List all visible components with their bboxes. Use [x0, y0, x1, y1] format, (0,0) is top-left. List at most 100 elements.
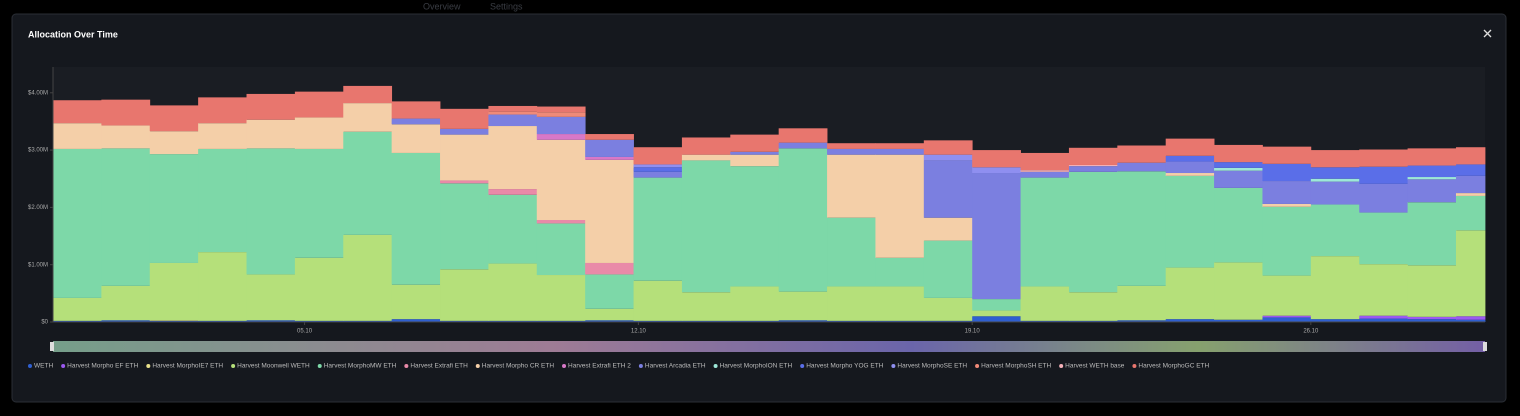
- legend-swatch: [61, 364, 66, 368]
- nav-tab[interactable]: Overview: [423, 1, 461, 11]
- area-segment: [149, 154, 199, 263]
- legend-label[interactable]: Harvest Morpho CR ETH: [482, 363, 555, 370]
- legend-label[interactable]: Harvest Extrafi ETH: [410, 363, 468, 370]
- area-segment: [633, 171, 683, 178]
- area-segment: [730, 320, 780, 322]
- area-segment: [488, 263, 538, 321]
- area-segment: [488, 126, 538, 190]
- legend-swatch: [713, 364, 718, 368]
- area-segment: [391, 152, 441, 285]
- legend-label[interactable]: Harvest MorphoSH ETH: [981, 363, 1051, 370]
- legend-swatch: [317, 364, 322, 368]
- legend-label[interactable]: Harvest MorphoSE ETH: [897, 363, 967, 370]
- area-segment: [1214, 167, 1263, 171]
- area-segment: [972, 316, 1021, 322]
- area-segment: [1117, 285, 1167, 321]
- area-segment: [198, 252, 247, 321]
- legend: WETH Harvest Morpho EF ETH Harvest MorphoI…: [28, 363, 1210, 370]
- navigator[interactable]: [53, 341, 1485, 352]
- area-segment: [923, 240, 973, 298]
- chart-title: Allocation Over Time: [28, 29, 118, 39]
- area-segment: [1310, 319, 1360, 322]
- area-segment: [778, 142, 828, 149]
- legend-label[interactable]: Harvest Morpho YOG ETH: [806, 363, 883, 370]
- area-segment: [972, 299, 1021, 311]
- area-segment: [1262, 315, 1312, 318]
- area-segment: [827, 154, 876, 218]
- x-tick-label: 19.10: [965, 329, 981, 335]
- x-tick-label: 05.10: [297, 329, 313, 335]
- area-segment: [1117, 162, 1167, 172]
- area-segment: [488, 189, 538, 195]
- nav-tab[interactable]: Settings: [490, 1, 523, 11]
- area-segment: [778, 128, 828, 143]
- area-segment: [1165, 267, 1215, 320]
- area-segment: [343, 85, 393, 104]
- legend-label[interactable]: Harvest Moonwell WETH: [237, 363, 310, 370]
- area-segment: [1020, 152, 1070, 171]
- x-tick-label: 26.10: [1303, 329, 1319, 335]
- area-segment: [294, 117, 344, 149]
- area-segment: [730, 154, 780, 167]
- legend-label[interactable]: Harvest Extrafi ETH 2: [568, 363, 631, 370]
- legend-label[interactable]: Harvest WETH base: [1065, 363, 1125, 370]
- y-tick-label: $0: [41, 320, 48, 326]
- legend-swatch: [1132, 364, 1137, 368]
- area-segment: [875, 320, 925, 322]
- area-segment: [633, 167, 683, 172]
- area-segment: [1359, 212, 1408, 265]
- area-segment: [294, 148, 344, 258]
- area-segment: [53, 297, 102, 321]
- area-segment: [53, 100, 102, 124]
- legend-swatch: [146, 364, 151, 368]
- legend-label[interactable]: Harvest MorphoIE7 ETH: [152, 363, 223, 370]
- navigator-handle[interactable]: [50, 342, 54, 351]
- plot: $0 $1.00M $2.00M $3.00M $4.00M 05.10 12.10 19.1…: [28, 67, 1486, 335]
- area-segment: [1262, 275, 1312, 316]
- area-segment: [585, 308, 634, 321]
- area-segment: [633, 280, 683, 321]
- area-segment: [391, 118, 441, 125]
- legend-label[interactable]: WETH: [34, 363, 53, 370]
- area-segment: [101, 285, 151, 321]
- area-segment: [1310, 167, 1360, 179]
- legend-label[interactable]: Harvest Arcadia ETH: [645, 363, 706, 370]
- legend-label[interactable]: Harvest Morpho EF ETH: [67, 363, 138, 370]
- area-segment: [1214, 319, 1263, 322]
- y-tick-label: $2.00M: [28, 205, 48, 211]
- area-segment: [1310, 204, 1360, 257]
- area-segment: [1455, 316, 1486, 320]
- area-segment: [488, 194, 538, 264]
- legend-label[interactable]: Harvest MorphoION ETH: [720, 363, 793, 370]
- area-segment: [343, 131, 393, 235]
- y-tick-label: $3.00M: [28, 148, 48, 154]
- area-segment: [633, 320, 683, 322]
- legend-swatch: [1059, 364, 1064, 368]
- area-segment: [1310, 178, 1360, 182]
- area-segment: [1165, 155, 1215, 162]
- area-segment: [1068, 320, 1118, 322]
- navigator-handle[interactable]: [1483, 342, 1487, 351]
- area-segment: [488, 114, 538, 127]
- area-segment: [633, 164, 683, 168]
- area-segment: [1359, 318, 1408, 322]
- legend-swatch: [404, 364, 409, 368]
- area-segment: [633, 147, 683, 165]
- area-segment: [1020, 286, 1070, 321]
- area-segment: [391, 101, 441, 119]
- area-segment: [778, 291, 828, 321]
- x-tick-label: 12.10: [631, 329, 647, 335]
- legend-label[interactable]: Harvest MorphoGC ETH: [1138, 363, 1209, 370]
- legend-swatch: [975, 364, 980, 368]
- area-segment: [246, 148, 296, 275]
- close-button[interactable]: [1483, 29, 1492, 38]
- legend-label[interactable]: Harvest MorphoMW ETH: [324, 363, 397, 370]
- area-segment: [681, 160, 731, 293]
- area-segment: [294, 91, 344, 118]
- area-segment: [1020, 171, 1070, 178]
- area-segment: [1020, 177, 1070, 287]
- area-segment: [149, 320, 199, 322]
- area-segment: [633, 177, 683, 281]
- area-segment: [246, 93, 296, 120]
